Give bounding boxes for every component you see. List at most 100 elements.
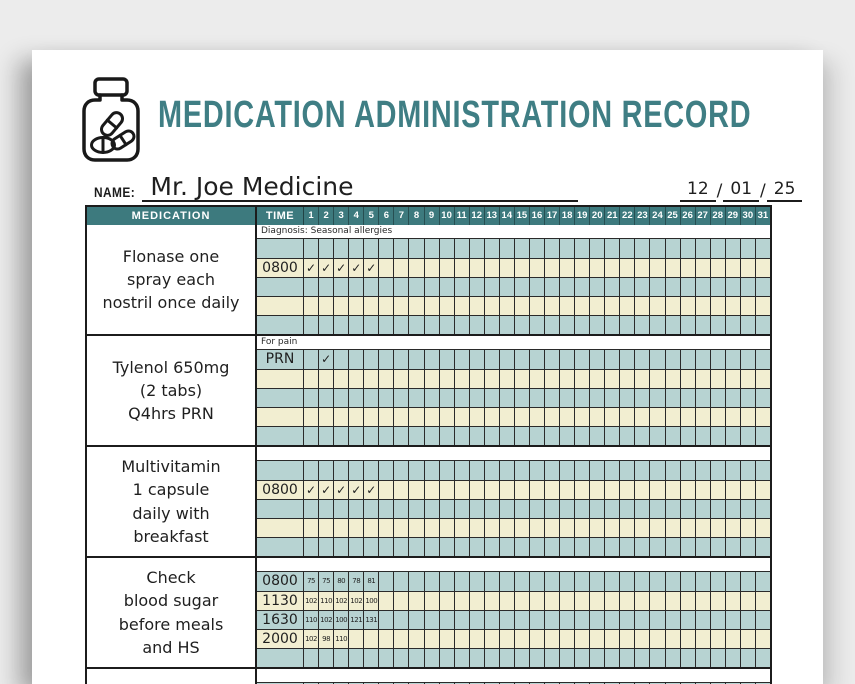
day-cell [455,649,470,667]
day-cell [394,259,410,277]
day-header-cell: 16 [530,207,545,225]
day-cell [590,389,606,407]
day-cell [560,278,576,296]
day-cell [304,239,320,258]
day-cell [334,297,350,315]
day-cell [470,519,485,537]
day-cell [349,500,365,518]
day-cell [726,239,741,258]
day-cell [681,259,696,277]
day-cell [635,481,651,499]
day-cell [741,538,756,556]
day-cell [590,592,606,610]
day-cell [409,538,425,556]
day-cell [409,630,425,648]
day-cell [409,611,425,629]
day-cell [440,572,455,591]
day-cell [650,408,666,426]
day-header-cell: 11 [455,207,470,225]
day-cell [741,297,756,315]
day-cell [409,427,425,445]
day-cell [364,649,380,667]
day-cell [500,481,515,499]
day-cell [590,350,606,369]
grid-row [257,369,770,388]
day-cell [650,538,666,556]
day-cell [425,259,440,277]
medication-cell: Multivitamin 1 capsule daily with breakf… [87,447,257,556]
time-cell [257,408,304,426]
day-cell [409,592,425,610]
day-cell [319,519,335,537]
day-header-cell: 8 [409,207,425,225]
day-cell [711,297,726,315]
day-cell [409,297,425,315]
day-cell [575,538,591,556]
day-cell [485,350,500,369]
day-cell [590,316,606,334]
day-cell [515,538,530,556]
day-cell [409,461,425,480]
day-cell [530,259,545,277]
day-cell [349,389,365,407]
med-block: Flonase one spray each nostril once dail… [87,225,770,334]
med-grid: 0800 ✓ ✓ ✓ ✓ ✓ [257,447,770,556]
day-cell [696,278,711,296]
day-cell [575,408,591,426]
day-cell [530,297,545,315]
day-cell [590,630,606,648]
day-cell [349,461,365,480]
day-cell [515,630,530,648]
day-cell: 78 [349,572,365,591]
day-cell [515,572,530,591]
day-cell [470,350,485,369]
day-cell [560,538,576,556]
day-cell [681,630,696,648]
day-cell [530,649,545,667]
day-cell [741,611,756,629]
day-cell [379,278,395,296]
day-cell [379,239,395,258]
day-cell [756,259,770,277]
day-cell [635,538,651,556]
day-cell [425,630,440,648]
day-cell [650,259,666,277]
day-cell [379,389,395,407]
day-cell: 100 [334,611,350,629]
day-cell [605,630,621,648]
day-cell [590,278,606,296]
day-cell [364,278,380,296]
day-cell [409,500,425,518]
day-header-cell: 19 [575,207,591,225]
day-cell [650,649,666,667]
day-cell [364,500,380,518]
time-cell [257,389,304,407]
day-cell [560,389,576,407]
day-cell [364,389,380,407]
day-cell [545,350,561,369]
day-cell [455,630,470,648]
day-cell [379,350,395,369]
day-cell [470,370,485,388]
day-cell [756,500,770,518]
day-cell [741,427,756,445]
day-cell [650,611,666,629]
grid-row: 0800 ✓ ✓ ✓ ✓ ✓ [257,480,770,499]
day-cell [334,538,350,556]
day-cell [605,427,621,445]
day-cell [726,572,741,591]
grid-row [257,407,770,426]
day-cell [425,592,440,610]
day-cell [650,572,666,591]
day-cell [726,370,741,388]
day-cell [500,316,515,334]
grid-row [257,648,770,667]
day-cell [364,297,380,315]
day-cell [530,408,545,426]
day-cell [334,408,350,426]
day-cell: ✓ [304,259,320,277]
day-cell [530,239,545,258]
day-cell [696,239,711,258]
day-cell [319,538,335,556]
day-cell [304,389,320,407]
